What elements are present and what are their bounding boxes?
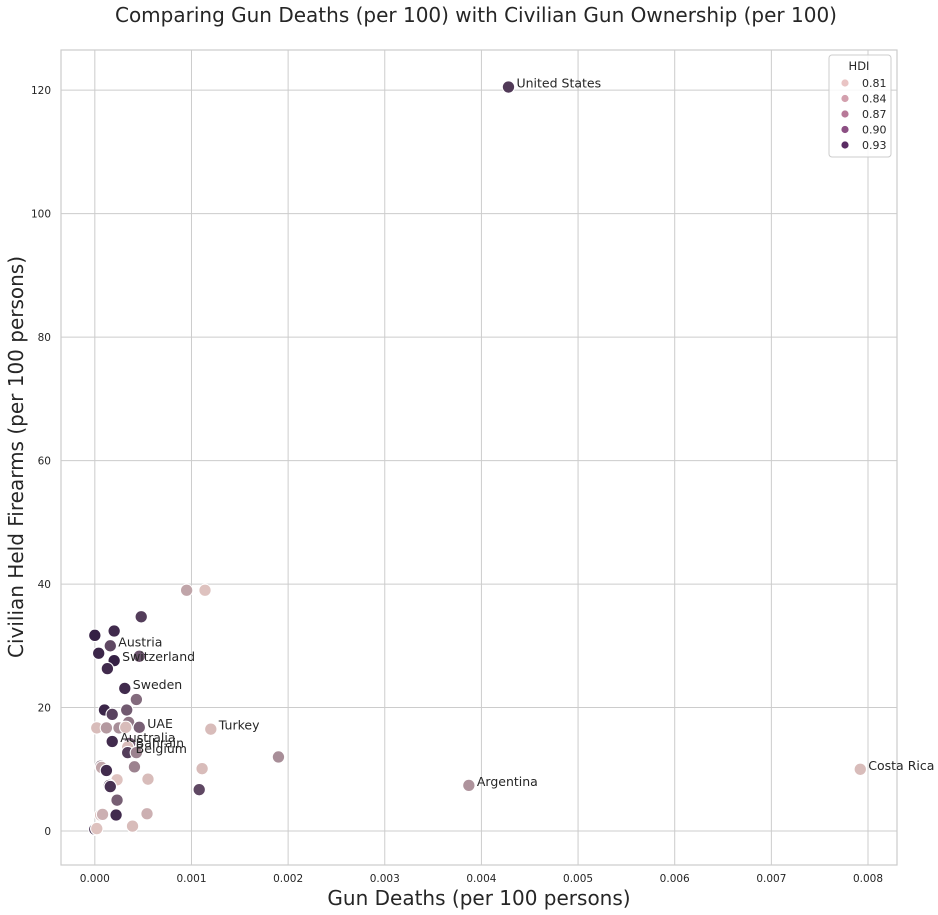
data-point [119,720,133,735]
x-tick-label: 0.005 [563,873,593,885]
data-point [109,808,123,822]
chart-title: Comparing Gun Deaths (per 100) with Civi… [115,3,837,27]
x-tick-label: 0.002 [273,873,303,885]
point-label: Australia [120,730,175,745]
point-label: Bahrain [136,736,184,751]
data-point [179,583,194,597]
point-label: Belgium [136,741,187,756]
point-label: Austria [118,634,162,649]
legend-label: 0.84 [862,93,887,106]
legend-items: 0.81 0.84 0.87 0.90 0.93 [840,77,887,152]
legend-marker [840,125,850,134]
y-tick-label: 60 [38,456,51,468]
point-label: Switzerland [122,649,195,664]
x-tick-label: 0.004 [466,873,496,885]
country-labels: United States Costa Rica Argentina Turkey Au… [118,76,934,789]
x-tick-label: 0.006 [660,873,690,885]
x-tick-label: 0.003 [370,873,400,885]
data-point [853,762,868,777]
legend-label: 0.87 [862,108,887,121]
legend-marker [840,140,850,150]
data-point [134,610,148,624]
data-point [110,793,124,807]
x-tick-label: 0.001 [176,873,206,885]
legend-label: 0.90 [862,124,887,137]
point-label: Costa Rica [868,758,934,773]
data-point [198,583,212,597]
y-tick-label: 120 [31,85,51,97]
data-point [100,661,115,676]
data-point [90,821,104,836]
data-point [95,807,110,822]
data-point [501,80,516,94]
data-point [271,750,286,764]
y-axis-label: Civilian Held Firearms (per 100 persons) [4,256,28,658]
legend-marker [840,78,850,88]
x-tick-label: 0.007 [756,873,786,885]
x-axis-label: Gun Deaths (per 100 persons) [327,886,630,910]
data-point [129,745,144,760]
data-point [127,760,142,774]
point-label: Sweden [133,677,182,692]
data-point [204,722,218,736]
data-point [132,649,147,664]
legend-label: 0.81 [862,77,887,90]
data-point [129,692,144,707]
legend-title: HDI [849,59,870,73]
data-point [107,624,121,638]
data-point [118,681,132,696]
y-tick-label: 40 [38,579,51,591]
point-label: Argentina [477,774,538,789]
data-point [195,761,209,776]
y-tick-label: 80 [38,332,51,344]
data-point [99,721,114,735]
axis-ticks: 0.000 0.001 0.002 0.003 0.004 0.005 0.006 0.007… [31,85,883,885]
x-tick-label: 0.008 [853,873,883,885]
legend-marker [840,94,850,103]
data-point [88,628,102,643]
data-point [132,720,147,735]
point-label: UAE [147,716,173,731]
data-point [99,763,114,778]
grid [61,50,897,865]
data-point [105,707,119,722]
data-point [103,779,118,794]
data-point [105,734,119,749]
plot-frame [60,49,898,866]
data-points [88,80,868,836]
legend-label: 0.93 [862,139,887,152]
point-label: United States [516,76,601,91]
data-point [192,782,206,797]
data-point [140,807,154,821]
legend-marker [840,109,850,119]
data-point [125,819,140,833]
legend: HDI 0.81 0.84 0.87 0.90 0.93 [828,54,892,158]
y-tick-label: 100 [31,209,51,221]
data-point [141,772,155,786]
x-tick-label: 0.000 [80,873,110,885]
data-point [103,639,118,653]
data-point [91,646,106,660]
y-tick-label: 0 [44,826,51,838]
y-tick-label: 20 [38,703,51,715]
data-point [462,778,476,793]
point-label: Turkey [218,718,260,733]
data-point [119,703,134,717]
